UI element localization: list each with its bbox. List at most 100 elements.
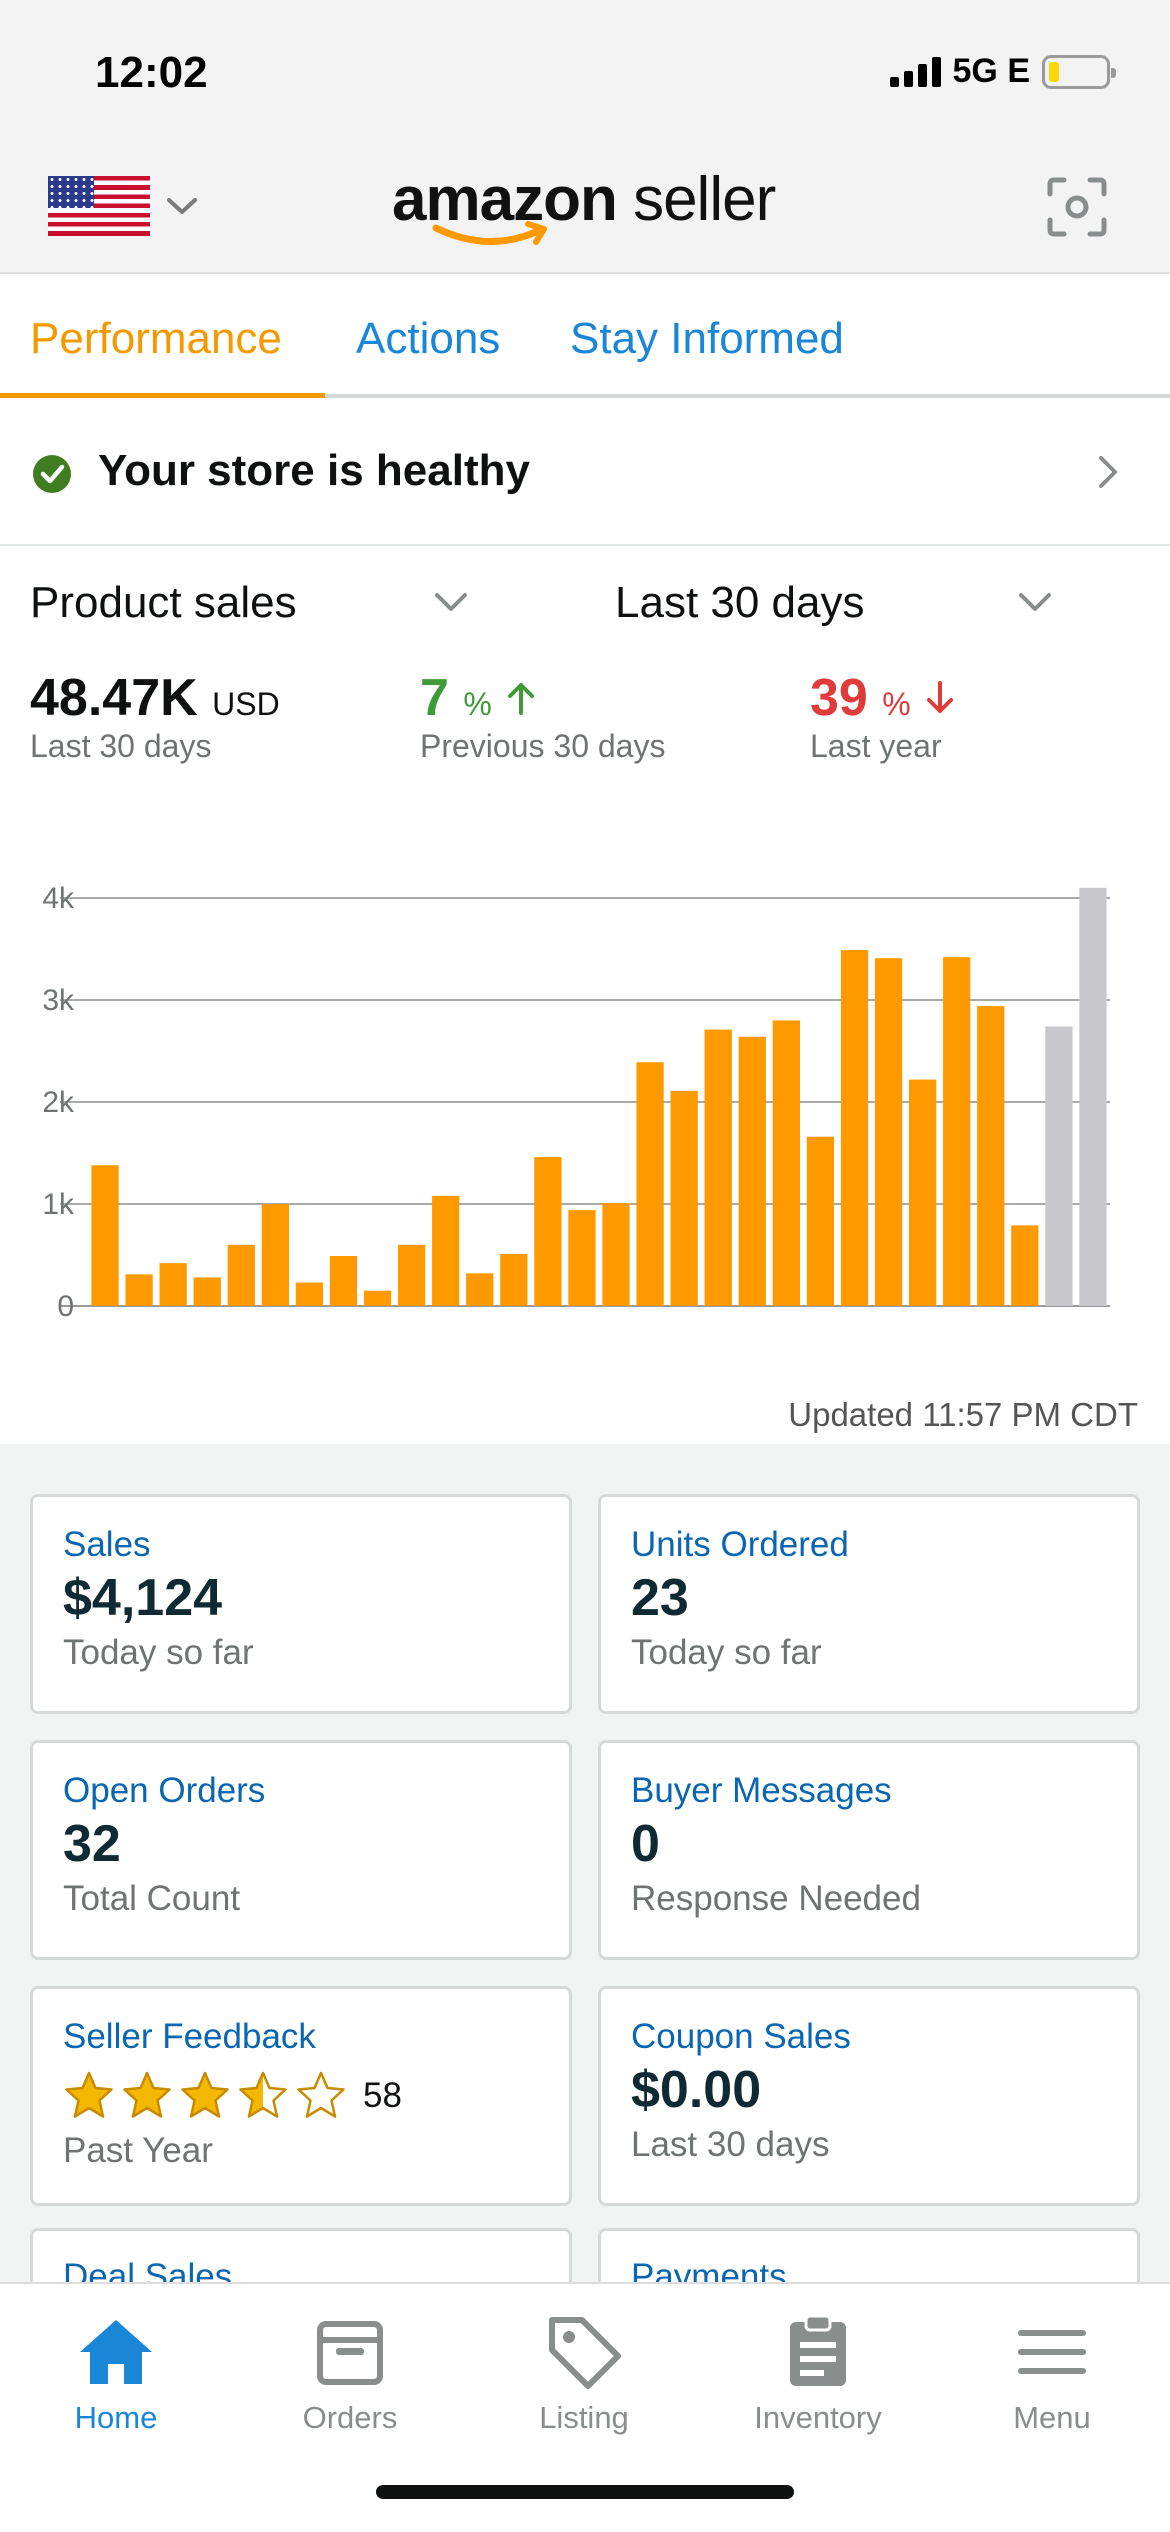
bar xyxy=(91,1165,119,1306)
network-type: 5G E xyxy=(952,52,1030,90)
card-title: Open Orders xyxy=(63,1771,266,1810)
bar xyxy=(568,1210,596,1306)
card-subtitle: Past Year xyxy=(63,2131,213,2170)
nav-label: Inventory xyxy=(754,2400,882,2435)
bar xyxy=(602,1202,630,1306)
bar-projected xyxy=(1079,887,1107,1306)
y-tick-label: 0 xyxy=(57,1290,74,1320)
card-subtitle: Total Count xyxy=(63,1879,241,1918)
metric-selector[interactable]: Product sales xyxy=(30,578,297,627)
product-sales-chart: 0 1k 2k 3k 4k Apr 11 Apr 16 Apr 21 Apr 26 May 1 Ma… xyxy=(42,882,1110,1320)
feedback-count: 58 xyxy=(363,2076,402,2115)
store-health-text: Your store is healthy xyxy=(98,446,530,495)
chevron-down-icon[interactable] xyxy=(1018,592,1052,614)
x-tick-label: Apr 11 xyxy=(76,1316,162,1320)
card-open-orders[interactable]: Open Orders 32 Total Count xyxy=(30,1740,572,1960)
star-icon xyxy=(181,2071,229,2118)
nav-home[interactable]: Home xyxy=(16,2312,216,2436)
bar xyxy=(398,1244,426,1306)
bar-projected xyxy=(1045,1026,1073,1306)
chevron-down-icon xyxy=(167,198,197,214)
card-value: $0.00 xyxy=(631,2061,762,2119)
nav-menu[interactable]: Menu xyxy=(952,2312,1152,2436)
kpi-total-value: 48.47K xyxy=(30,669,198,727)
hamburger-icon xyxy=(1018,2330,1086,2374)
chevron-down-icon[interactable] xyxy=(434,592,468,614)
tab-stay-informed[interactable]: Stay Informed xyxy=(570,314,844,363)
star-icon xyxy=(239,2071,287,2118)
nav-label: Listing xyxy=(539,2400,629,2435)
tag-icon xyxy=(549,2317,621,2389)
card-title: Buyer Messages xyxy=(631,1771,892,1810)
home-indicator xyxy=(376,2485,794,2499)
kpi-year-value: 39 xyxy=(810,669,868,727)
y-tick-label: 1k xyxy=(42,1188,75,1221)
nav-label: Orders xyxy=(302,2400,398,2435)
battery-icon xyxy=(1042,54,1116,89)
bar xyxy=(261,1204,289,1306)
card-value: 0 xyxy=(631,1815,660,1873)
kpi-prev-unit: % xyxy=(463,686,492,722)
nav-listing[interactable]: Listing xyxy=(484,2312,684,2436)
card-title: Coupon Sales xyxy=(631,2017,851,2056)
marketplace-selector[interactable] xyxy=(48,176,198,236)
amazon-seller-logo: amazon seller xyxy=(392,164,782,254)
bar xyxy=(534,1157,562,1306)
status-indicators: 5G E xyxy=(889,52,1116,91)
card-title: Units Ordered xyxy=(631,1525,849,1564)
bar xyxy=(227,1244,255,1306)
y-tick-label: 2k xyxy=(42,1086,75,1119)
kpi-prev-label: Previous 30 days xyxy=(420,728,666,764)
card-buyer-messages[interactable]: Buyer Messages 0 Response Needed xyxy=(598,1740,1140,1960)
bar xyxy=(704,1029,732,1306)
us-flag-icon xyxy=(48,176,150,236)
bar xyxy=(772,1020,800,1306)
scan-icon[interactable] xyxy=(1046,176,1108,238)
nav-orders[interactable]: Orders xyxy=(250,2312,450,2436)
kpi-total-sales: 48.47K USD xyxy=(30,668,280,728)
nav-label: Menu xyxy=(1013,2400,1091,2435)
card-units-ordered[interactable]: Units Ordered 23 Today so far xyxy=(598,1494,1140,1714)
bar xyxy=(432,1195,460,1306)
amazon-smile-icon xyxy=(432,221,547,245)
store-health-row[interactable]: Your store is healthy xyxy=(0,398,1170,546)
clipboard-icon xyxy=(790,2314,846,2386)
x-tick-label: Apr 21 xyxy=(416,1316,504,1320)
bar xyxy=(466,1273,494,1306)
bar xyxy=(909,1079,937,1306)
tab-actions[interactable]: Actions xyxy=(356,314,501,363)
kpi-year-change: 39 % xyxy=(810,668,955,728)
bar xyxy=(806,1136,835,1306)
status-time: 12:02 xyxy=(95,48,208,97)
bar xyxy=(670,1090,698,1306)
bar xyxy=(943,957,971,1306)
home-icon xyxy=(80,2320,152,2384)
app-header: amazon seller xyxy=(0,140,1170,274)
card-value: $4,124 xyxy=(63,1569,223,1627)
star-icon xyxy=(297,2071,345,2118)
bar xyxy=(1011,1225,1039,1306)
x-tick-label: May 6 xyxy=(930,1316,1012,1320)
kpi-year-label: Last year xyxy=(810,728,942,764)
kpi-total-label: Last 30 days xyxy=(30,728,212,764)
y-tick-label: 4k xyxy=(42,882,75,915)
card-title: Sales xyxy=(63,1525,151,1564)
card-value: 32 xyxy=(63,1815,121,1873)
nav-inventory[interactable]: Inventory xyxy=(718,2312,918,2436)
star-icon xyxy=(65,2071,113,2118)
nav-label: Home xyxy=(74,2400,158,2435)
x-tick-label: Apr 26 xyxy=(586,1316,674,1320)
x-tick-label: Apr 16 xyxy=(245,1316,333,1320)
card-sales[interactable]: Sales $4,124 Today so far xyxy=(30,1494,572,1714)
arrow-up-icon xyxy=(508,683,535,715)
tab-performance[interactable]: Performance xyxy=(30,314,282,363)
bar xyxy=(738,1036,766,1306)
card-subtitle: Last 30 days xyxy=(631,2125,830,2164)
kpi-year-unit: % xyxy=(882,686,911,722)
card-seller-feedback[interactable]: Seller Feedback 58 Past Year xyxy=(30,1986,572,2206)
period-selector[interactable]: Last 30 days xyxy=(615,578,865,627)
bar xyxy=(874,958,903,1306)
card-coupon-sales[interactable]: Coupon Sales $0.00 Last 30 days xyxy=(598,1986,1140,2206)
bar xyxy=(159,1263,187,1306)
status-bar: 12:02 5G E xyxy=(0,0,1170,140)
